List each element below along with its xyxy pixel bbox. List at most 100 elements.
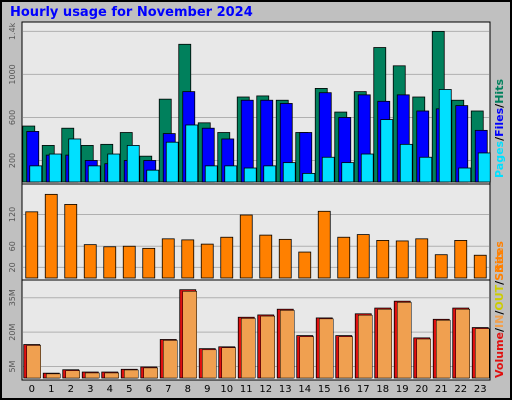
- bar-in: [377, 308, 392, 379]
- x-tick-label: 1: [48, 384, 54, 395]
- bar-in: [182, 291, 197, 379]
- x-tick-label: 5: [126, 384, 132, 395]
- x-tick-label: 15: [318, 384, 331, 395]
- y-tick-label: 120: [8, 207, 17, 222]
- x-tick-label: 8: [185, 384, 191, 395]
- bar-in: [104, 372, 119, 379]
- series-label-part: Pages: [493, 140, 506, 178]
- bar-pages: [87, 165, 101, 183]
- bar-sites: [122, 245, 136, 279]
- x-tick-label: 3: [87, 384, 93, 395]
- bar-pages: [48, 153, 62, 183]
- bar-sites: [220, 236, 234, 279]
- x-tick-label: 12: [259, 384, 272, 395]
- series-label-part: /: [493, 280, 506, 285]
- x-tick-label: 17: [357, 384, 370, 395]
- bar-in: [202, 349, 217, 379]
- x-tick-label: 18: [376, 384, 389, 395]
- x-tick-label: 0: [29, 384, 35, 395]
- bar-pages: [321, 156, 335, 183]
- bar-sites: [434, 254, 448, 279]
- bar-pages: [380, 119, 394, 183]
- x-tick-label: 13: [279, 384, 292, 395]
- series-label-top: Pages/Files/Hits: [493, 79, 506, 178]
- series-label-part: Files: [493, 107, 506, 137]
- x-tick-label: 7: [165, 384, 171, 395]
- bar-sites: [454, 240, 468, 279]
- series-label-part: Volume: [493, 332, 506, 378]
- plot-area-2: [21, 183, 491, 281]
- bar-sites: [103, 246, 117, 279]
- series-label-part: /: [493, 103, 506, 108]
- bar-in: [221, 347, 236, 379]
- y-tick-label: 35M: [8, 289, 17, 306]
- series-label-part: IN: [493, 315, 506, 328]
- x-tick-label: 20: [415, 384, 428, 395]
- bar-in: [65, 370, 80, 379]
- bar-in: [455, 308, 470, 379]
- bar-in: [124, 369, 139, 379]
- x-tick-label: 2: [68, 384, 74, 395]
- bar-sites: [181, 239, 195, 279]
- plot-area-3: [21, 279, 491, 381]
- bar-in: [338, 336, 353, 379]
- bar-sites: [298, 251, 312, 279]
- bar-sites: [64, 204, 78, 279]
- x-tick-label: 11: [240, 384, 253, 395]
- bar-sites: [376, 240, 390, 279]
- y-tick-label: 1000: [8, 64, 17, 84]
- bar-pages: [146, 169, 160, 183]
- x-tick-label: 14: [298, 384, 311, 395]
- bar-pages: [204, 165, 218, 183]
- bar-sites: [337, 236, 351, 279]
- series-label-middle: Sites: [493, 241, 506, 272]
- series-label-part: /: [493, 310, 506, 315]
- series-label-bottom: Volume/IN/OUT/Sites: [493, 249, 506, 378]
- bar-in: [26, 345, 41, 379]
- bar-pages: [165, 141, 179, 183]
- bar-in: [475, 328, 490, 379]
- y-tick-label: 200: [8, 153, 17, 168]
- chart-title: Hourly usage for November 2024: [10, 5, 253, 20]
- y-tick-label: 20: [8, 262, 17, 272]
- bar-pages: [341, 162, 355, 183]
- bar-pages: [126, 145, 140, 183]
- bar-pages: [107, 153, 121, 183]
- bar-pages: [243, 167, 257, 183]
- bar-sites: [395, 240, 409, 279]
- x-tick-label: 16: [337, 384, 350, 395]
- x-tick-label: 9: [204, 384, 210, 395]
- series-label-part: /: [493, 136, 506, 141]
- bar-pages: [224, 165, 238, 183]
- y-tick-label: 60: [8, 241, 17, 251]
- bar-sites: [200, 243, 214, 279]
- bar-in: [163, 340, 178, 379]
- bar-in: [319, 318, 334, 379]
- y-tick-label: 1.4k: [8, 22, 17, 40]
- x-tick-label: 23: [474, 384, 487, 395]
- bar-in: [358, 314, 373, 379]
- bar-in: [241, 318, 256, 379]
- bar-pages: [438, 89, 452, 183]
- bar-pages: [360, 153, 374, 183]
- x-tick-label: 19: [396, 384, 409, 395]
- bar-pages: [458, 167, 472, 183]
- series-label-part: /: [493, 327, 506, 332]
- bar-pages: [282, 162, 296, 183]
- bar-sites: [161, 238, 175, 279]
- y-tick-label: 5M: [8, 360, 17, 372]
- bar-in: [260, 315, 275, 379]
- series-label-part: OUT: [493, 284, 506, 310]
- bar-in: [85, 372, 100, 379]
- bar-sites: [317, 210, 331, 279]
- x-tick-label: 10: [220, 384, 233, 395]
- bar-pages: [29, 165, 43, 183]
- bar-sites: [473, 254, 487, 279]
- bar-in: [436, 319, 451, 379]
- series-label-part: Hits: [493, 79, 506, 104]
- y-tick-label: 20M: [8, 324, 17, 341]
- bar-pages: [263, 165, 277, 183]
- bar-pages: [419, 156, 433, 183]
- bar-sites: [415, 238, 429, 279]
